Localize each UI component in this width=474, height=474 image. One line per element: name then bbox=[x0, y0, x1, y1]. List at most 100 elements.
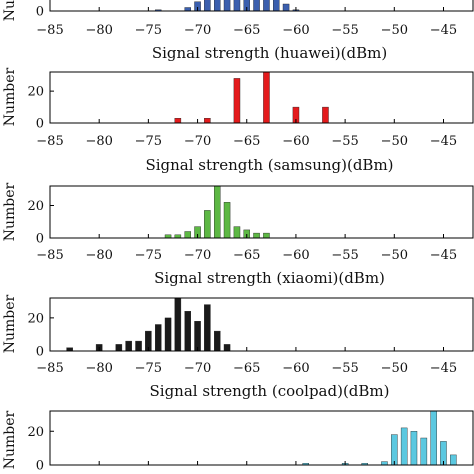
subplot-3: −85 −80 −75 −70 −65 −60 −55 −50 −45 0 20 Signal str… bbox=[2, 182, 474, 287]
y-tick-label: 0 bbox=[36, 5, 44, 20]
axes-frame bbox=[49, 297, 474, 352]
x-axis-label: Signal strength (coolpad)(dBm) bbox=[150, 382, 390, 400]
x-axis-label: Signal strength (xiaomi)(dBm) bbox=[154, 269, 385, 287]
bar bbox=[233, 78, 241, 124]
x-tick-label: −85 bbox=[36, 361, 63, 376]
y-tick-label: 20 bbox=[27, 425, 44, 440]
bar bbox=[223, 202, 231, 239]
bar bbox=[273, 0, 280, 12]
x-tick-label: −80 bbox=[85, 248, 112, 263]
x-tick-label: −75 bbox=[135, 134, 162, 149]
x-tick-label: −55 bbox=[331, 248, 358, 263]
bar bbox=[154, 324, 162, 352]
bar bbox=[184, 231, 191, 239]
x-tick-label: −75 bbox=[135, 23, 162, 38]
x-tick-label: −80 bbox=[85, 361, 112, 376]
bar bbox=[204, 0, 211, 12]
x-tick-label: −50 bbox=[381, 361, 408, 376]
x-tick-label: −80 bbox=[85, 23, 112, 38]
subplot-4: −85 −80 −75 −70 −65 −60 −55 −50 −45 0 20 Signal str… bbox=[2, 294, 474, 400]
x-axis-label: Signal strength (samsung)(dBm) bbox=[145, 156, 393, 174]
bar bbox=[233, 0, 241, 12]
x-tick-label: −65 bbox=[233, 248, 260, 263]
x-tick-label: −65 bbox=[233, 361, 260, 376]
bar bbox=[263, 71, 270, 124]
bar bbox=[184, 7, 191, 12]
bar bbox=[450, 454, 457, 466]
y-tick-label: 20 bbox=[27, 85, 44, 100]
bar bbox=[233, 226, 241, 239]
subplot-1: −85 −80 −75 −70 −65 −60 −55 −50 −45 0 Signal stren… bbox=[2, 0, 474, 62]
axes-frame bbox=[49, 0, 474, 12]
y-axis-label: Number bbox=[2, 182, 18, 241]
bar bbox=[420, 437, 428, 466]
x-axis-label: Signal strength (huawei)(dBm) bbox=[152, 44, 387, 62]
x-tick-label: −85 bbox=[36, 134, 63, 149]
x-tick-label: −80 bbox=[85, 134, 112, 149]
x-tick-label: −75 bbox=[135, 361, 162, 376]
bar bbox=[184, 311, 191, 352]
bar bbox=[164, 317, 172, 352]
x-tick-label: −60 bbox=[282, 23, 309, 38]
x-tick-label: −55 bbox=[331, 134, 358, 149]
bar bbox=[213, 0, 221, 12]
y-axis-label: Number bbox=[2, 0, 18, 21]
x-tick-label: −60 bbox=[282, 361, 309, 376]
x-tick-label: −70 bbox=[184, 361, 211, 376]
bar bbox=[204, 304, 211, 352]
subplot-5: −85−80−75−70−65−60−55−50−45020Number bbox=[2, 410, 474, 474]
y-tick-label: 0 bbox=[36, 345, 44, 360]
subplot-2: −85 −80 −75 −70 −65 −60 −55 −50 −45 0 20 Signal str… bbox=[2, 67, 474, 174]
bar bbox=[253, 232, 260, 239]
x-tick-label: −50 bbox=[381, 134, 408, 149]
bar bbox=[263, 232, 270, 239]
bar bbox=[381, 461, 388, 466]
bar bbox=[430, 410, 437, 466]
bar bbox=[223, 0, 231, 12]
bar bbox=[174, 117, 182, 124]
bar bbox=[204, 210, 211, 239]
axes-frame bbox=[49, 185, 474, 239]
bar bbox=[125, 340, 132, 352]
bar bbox=[322, 106, 329, 124]
y-tick-label: 20 bbox=[27, 311, 44, 326]
y-tick-label: 0 bbox=[36, 117, 44, 132]
y-axis-label: Number bbox=[2, 410, 18, 469]
bar bbox=[174, 297, 182, 352]
y-tick-label: 0 bbox=[36, 459, 44, 474]
x-tick-label: −50 bbox=[381, 248, 408, 263]
y-axis-label: Number bbox=[2, 294, 18, 353]
x-tick-label: −50 bbox=[381, 23, 408, 38]
bar bbox=[282, 3, 290, 12]
x-tick-label: −75 bbox=[135, 248, 162, 263]
x-tick-label: −70 bbox=[184, 248, 211, 263]
x-tick-label: −45 bbox=[430, 134, 457, 149]
x-tick-label: −55 bbox=[331, 361, 358, 376]
bar bbox=[135, 340, 142, 352]
bar bbox=[263, 0, 270, 12]
x-tick-label: −85 bbox=[36, 248, 63, 263]
x-tick-label: −70 bbox=[184, 134, 211, 149]
axes-frame bbox=[49, 71, 474, 124]
bar bbox=[194, 321, 201, 352]
x-tick-label: −60 bbox=[282, 134, 309, 149]
bar bbox=[213, 185, 221, 239]
bar bbox=[213, 330, 221, 352]
y-tick-label: 0 bbox=[36, 232, 44, 247]
bar bbox=[410, 431, 418, 466]
y-axis-label: Number bbox=[2, 67, 18, 126]
x-tick-label: −55 bbox=[331, 23, 358, 38]
bar bbox=[223, 344, 231, 352]
bar bbox=[253, 0, 260, 12]
axes-frame bbox=[49, 410, 474, 466]
x-tick-label: −45 bbox=[430, 361, 457, 376]
y-tick-label: 20 bbox=[27, 199, 44, 214]
x-tick-label: −65 bbox=[233, 23, 260, 38]
x-tick-label: −65 bbox=[233, 134, 260, 149]
bar bbox=[204, 117, 211, 124]
x-tick-label: −85 bbox=[36, 23, 63, 38]
x-tick-label: −70 bbox=[184, 23, 211, 38]
x-tick-label: −60 bbox=[282, 248, 309, 263]
x-tick-label: −45 bbox=[430, 248, 457, 263]
